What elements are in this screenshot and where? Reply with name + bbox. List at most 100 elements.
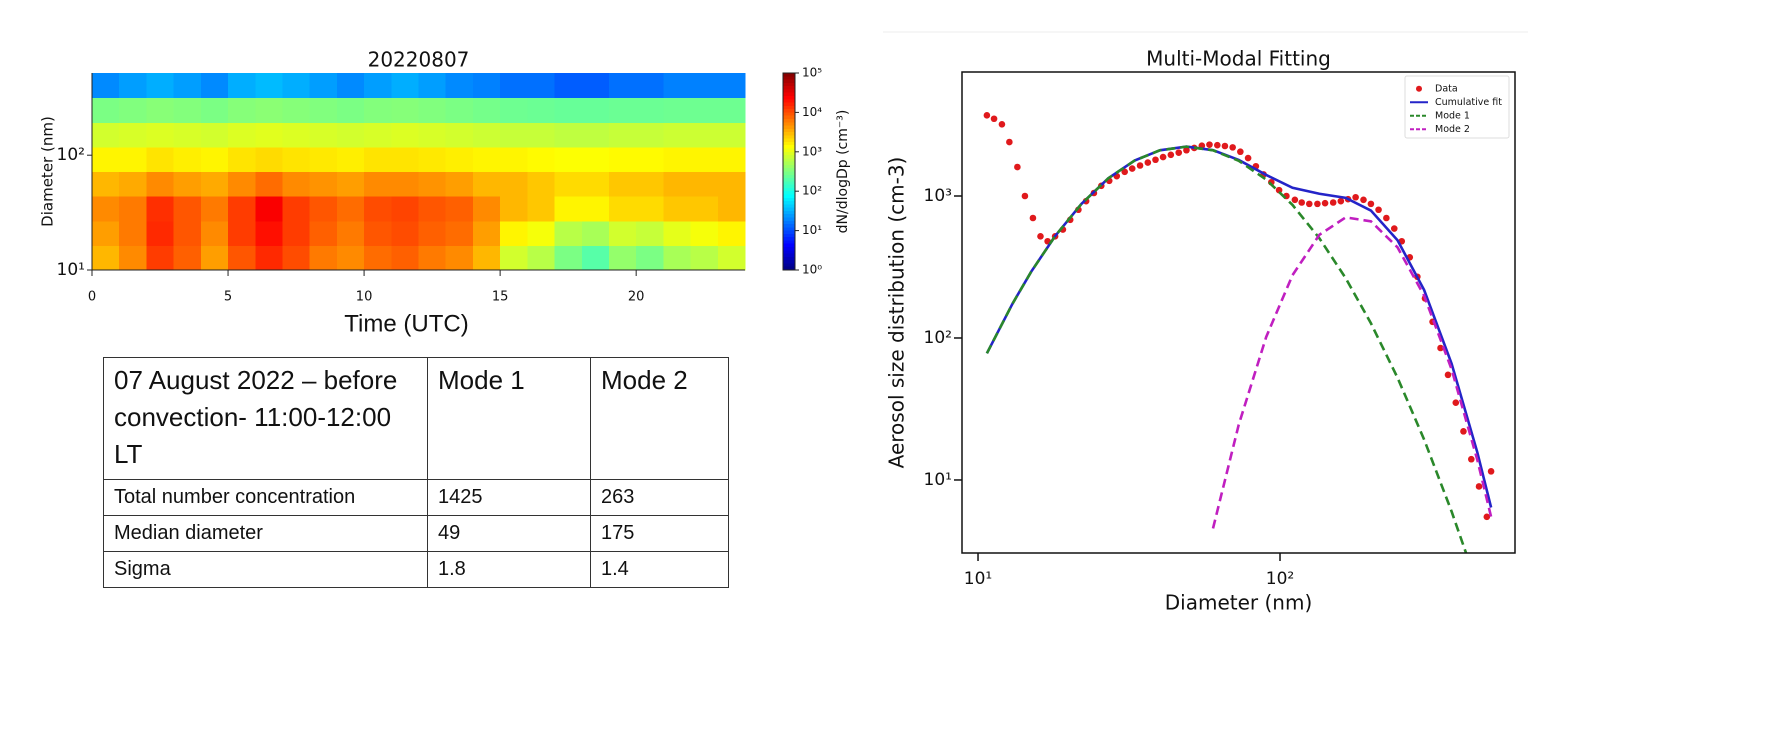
heat-cell <box>663 73 692 99</box>
heat-cell <box>391 220 420 246</box>
heat-cell <box>690 220 719 246</box>
heat-cell <box>581 122 610 148</box>
heat-cell <box>527 73 556 99</box>
heat-cell <box>336 73 365 99</box>
heat-cell <box>500 196 528 222</box>
data-point <box>1237 148 1244 156</box>
heat-cell <box>418 122 447 148</box>
colorbar-step <box>783 125 795 130</box>
heat-cell <box>309 73 338 99</box>
heat-cell <box>255 73 284 99</box>
data-point <box>1375 206 1382 214</box>
data-point <box>1444 371 1452 379</box>
heat-cell <box>663 245 692 271</box>
heat-cell <box>228 196 256 222</box>
heat-cell <box>554 73 583 99</box>
colorbar-tick-label: 10⁰ <box>802 263 822 277</box>
heat-cell <box>418 73 447 99</box>
x-tick-label: 20 <box>628 290 645 305</box>
chart-title: Multi-Modal Fitting <box>1146 47 1331 71</box>
colorbar-step <box>783 191 795 196</box>
heat-cell <box>527 245 556 271</box>
heat-cell <box>92 245 120 271</box>
heat-cell <box>690 73 719 99</box>
colorbar-step <box>783 112 795 117</box>
data-point <box>1183 146 1190 154</box>
data-point <box>1321 199 1329 207</box>
y-axis-label: Diameter (nm) <box>39 116 57 227</box>
heat-cell <box>418 245 447 271</box>
colorbar-step <box>783 161 795 166</box>
heat-cell <box>608 122 637 148</box>
colorbar-step <box>783 220 795 225</box>
heat-cell <box>717 220 746 246</box>
colorbar-step <box>783 187 795 192</box>
data-point <box>1475 483 1483 490</box>
heat-cell <box>554 146 583 172</box>
heat-cell <box>472 196 501 222</box>
heat-cell <box>608 196 637 222</box>
heat-cell <box>663 146 692 172</box>
heat-cell <box>200 245 229 271</box>
heat-cell <box>554 245 583 271</box>
y-tick-label: 10¹ <box>924 470 952 490</box>
heat-cell <box>418 196 447 222</box>
heat-cell <box>472 73 501 99</box>
data-point <box>1029 214 1037 222</box>
mode-table: 07 August 2022 – before convection- 11:0… <box>103 357 729 588</box>
heat-cell <box>228 146 256 172</box>
data-point <box>1437 344 1444 352</box>
table-cell: 49 <box>427 515 591 552</box>
heat-cell <box>445 97 474 123</box>
legend-label: Mode 2 <box>1435 124 1470 135</box>
heat-cell <box>608 220 637 246</box>
data-point <box>1159 153 1167 161</box>
heat-cell <box>472 97 501 123</box>
colorbar-step <box>783 76 795 81</box>
colorbar-step <box>783 73 795 77</box>
table-row: Total number concentration 1425 263 <box>103 479 729 516</box>
data-point <box>1037 233 1044 240</box>
heat-cell <box>608 171 637 197</box>
colorbar-step <box>783 109 795 113</box>
heat-cell <box>255 245 284 271</box>
heat-cell <box>608 245 637 271</box>
data-point <box>1337 197 1345 205</box>
heat-cell <box>527 196 556 222</box>
colorbar-step <box>783 151 795 156</box>
heat-cell <box>282 73 311 99</box>
heat-cell <box>581 146 610 172</box>
heat-cell <box>527 97 556 123</box>
heat-cell <box>717 245 746 271</box>
heat-cell <box>636 245 664 271</box>
heat-cell <box>336 196 365 222</box>
x-tick-label: 10 <box>356 290 373 305</box>
colorbar-step <box>783 105 795 110</box>
heat-cell <box>364 97 392 123</box>
table-cell: Total number concentration <box>103 479 428 516</box>
heat-cell <box>581 245 610 271</box>
data-point <box>1460 428 1467 435</box>
heat-cell <box>500 146 528 172</box>
legend-marker <box>1416 85 1422 92</box>
colorbar-step <box>783 174 795 179</box>
heat-cell <box>554 220 583 246</box>
heat-cell <box>472 245 501 271</box>
heat-cell <box>336 245 365 271</box>
heat-cell <box>445 196 474 222</box>
chart-title: 20220807 <box>368 48 470 72</box>
heat-cell <box>608 146 637 172</box>
data-point <box>1487 468 1495 475</box>
colorbar-step <box>783 260 795 265</box>
colorbar-step <box>783 217 795 222</box>
heat-cell <box>92 146 120 172</box>
heat-cell <box>282 220 311 246</box>
table-cell: 1.4 <box>590 551 729 588</box>
heat-cell <box>92 97 120 123</box>
heat-cell <box>636 97 664 123</box>
heat-cell <box>309 97 338 123</box>
heat-cell <box>472 146 501 172</box>
heat-cell <box>228 171 256 197</box>
heat-cell <box>173 122 202 148</box>
